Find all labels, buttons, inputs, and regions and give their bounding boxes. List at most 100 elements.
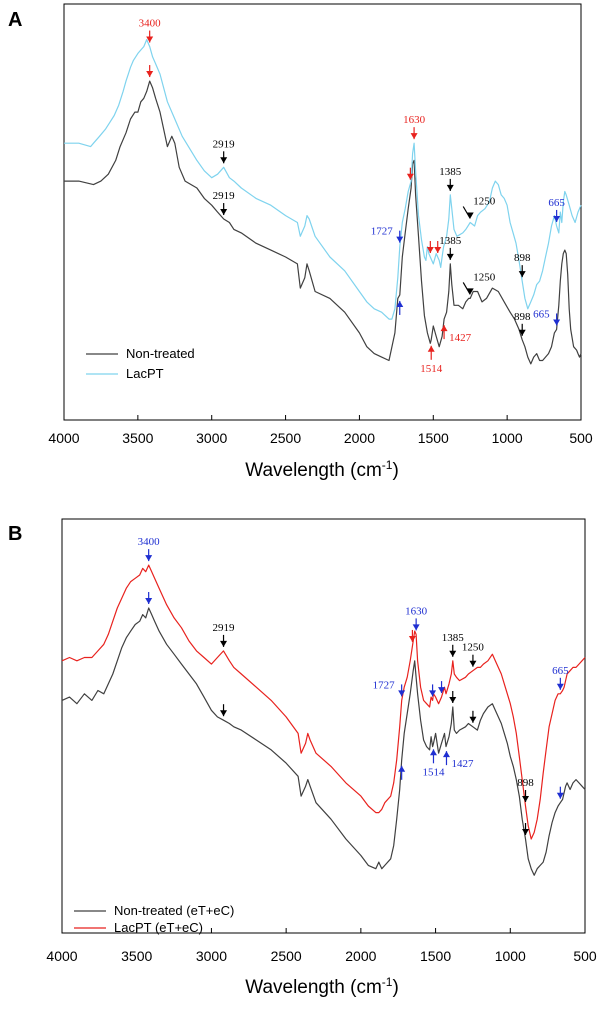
peak-annotation-a-15: 1250 <box>462 271 496 295</box>
arrow-head-icon <box>220 710 228 717</box>
arrow-head-icon <box>146 36 154 43</box>
x-tick-label-a-500: 500 <box>569 430 593 446</box>
arrow-head-icon <box>145 598 153 604</box>
peak-annotation-b-10: 1250 <box>462 642 485 667</box>
peak-label: 1727 <box>371 226 394 238</box>
peak-annotation-a-8 <box>434 241 442 253</box>
peak-label: 1385 <box>439 235 462 247</box>
legend-label-lacpt-etec: LacPT (eT+eC) <box>114 920 203 935</box>
peak-annotation-b-9: 1385 <box>442 632 465 657</box>
arrow-head-icon <box>396 236 404 243</box>
x-tick-label-a-1000: 1000 <box>492 430 523 446</box>
peak-label: 1427 <box>449 332 472 344</box>
peak-annotation-a-1 <box>146 65 154 78</box>
series-line-b-non-treated <box>61 607 586 876</box>
arrow-head-icon <box>426 247 434 253</box>
peak-annotation-a-17 <box>396 300 404 315</box>
peak-annotation-b-12: 665 <box>552 665 569 690</box>
peak-label: 1250 <box>473 196 496 208</box>
series-line-a-non-treated <box>64 80 582 365</box>
x-tick-label-b-1000: 1000 <box>495 948 526 964</box>
arrow-head-icon <box>518 271 526 278</box>
arrow-head-icon <box>466 288 474 295</box>
legend-label-non-treated: Non-treated <box>126 346 195 361</box>
arrow-head-icon <box>440 325 448 332</box>
arrow-head-icon <box>398 765 406 772</box>
arrow-head-icon <box>220 157 228 164</box>
peak-label: 1250 <box>462 642 485 654</box>
legend-a: Non-treated LacPT <box>86 346 195 381</box>
x-tick-label-b-2500: 2500 <box>271 948 302 964</box>
x-tick-label-a-4000: 4000 <box>48 430 79 446</box>
arrow-head-icon <box>442 751 450 758</box>
peak-annotation-a-10: 1250 <box>462 196 496 219</box>
peak-annotation-b-1 <box>145 592 153 604</box>
arrow-head-icon <box>408 635 416 642</box>
series-group-b <box>61 564 586 876</box>
peak-annotation-b-17 <box>398 765 406 780</box>
plot-frame-a <box>63 3 582 421</box>
x-axis-title-a: Wavelength (cm-1) <box>245 458 399 481</box>
x-tick-label-b-3000: 3000 <box>196 948 227 964</box>
peak-annotation-b-11: 898 <box>517 777 534 802</box>
peak-annotation-b-18: 1514 <box>422 749 445 778</box>
arrow-head-icon <box>412 624 420 631</box>
peak-label: 1250 <box>473 271 496 283</box>
arrow-head-icon <box>556 683 564 690</box>
arrow-head-icon <box>410 133 418 140</box>
arrow-head-icon <box>469 660 477 667</box>
series-line-a-lacpt <box>64 39 582 320</box>
peak-annotation-a-18: 1514 <box>420 345 443 375</box>
peak-annotation-b-4: 1630 <box>405 605 428 631</box>
x-tick-label-b-4000: 4000 <box>46 948 77 964</box>
peak-annotation-b-6 <box>408 629 416 642</box>
panel-letter-a: A <box>8 9 22 31</box>
series-group-a <box>64 39 582 365</box>
peak-annotation-b-5: 1727 <box>373 679 406 697</box>
x-tick-label-a-3000: 3000 <box>196 430 227 446</box>
peak-label: 3400 <box>138 536 161 548</box>
peak-label: 898 <box>514 311 531 323</box>
peak-annotation-b-15 <box>522 823 530 835</box>
x-ticks-a <box>63 415 582 420</box>
arrow-head-icon <box>146 71 154 78</box>
arrow-head-icon <box>466 212 474 219</box>
x-tick-label-b-2000: 2000 <box>345 948 376 964</box>
peak-annotation-b-2: 2919 <box>213 622 236 647</box>
panel-b: B 4000 3500 3000 2500 2000 1500 1000 500 Wavele… <box>8 518 597 998</box>
arrow-head-icon <box>518 329 526 336</box>
arrow-head-icon <box>220 209 228 216</box>
arrow-head-icon <box>438 687 446 694</box>
x-tick-label-b-3500: 3500 <box>121 948 152 964</box>
peak-annotation-a-19: 1427 <box>440 325 472 344</box>
peak-label: 2919 <box>213 138 236 150</box>
panel-a: A 4000 3500 3000 2500 2000 1500 1000 500 Wavele… <box>8 3 593 481</box>
peak-label: 898 <box>514 252 531 264</box>
arrow-head-icon <box>469 716 477 723</box>
peak-label: 2919 <box>213 622 236 634</box>
arrow-head-icon <box>556 792 564 799</box>
peak-label: 1385 <box>439 166 462 178</box>
x-tick-label-a-2500: 2500 <box>270 430 301 446</box>
x-tick-labels-a: 4000 3500 3000 2500 2000 1500 1000 500 <box>48 430 592 446</box>
peak-annotation-a-9: 1385 <box>439 166 462 191</box>
arrow-head-icon <box>449 650 457 657</box>
peak-label: 3400 <box>139 18 162 30</box>
peak-label: 1727 <box>373 679 396 691</box>
x-axis-title-b: Wavelength (cm-1) <box>245 975 399 998</box>
peak-annotation-a-0: 3400 <box>139 18 162 43</box>
peak-label: 2919 <box>213 190 236 202</box>
legend-label-lacpt: LacPT <box>126 366 164 381</box>
arrow-head-icon <box>446 253 454 260</box>
arrow-head-icon <box>406 173 414 180</box>
arrow-head-icon <box>553 319 561 326</box>
peak-annotation-b-14 <box>469 710 477 723</box>
peak-annotation-b-13 <box>449 691 457 703</box>
peak-label: 1385 <box>442 632 465 644</box>
peak-annotation-a-16: 898 <box>514 311 531 336</box>
peak-label: 1630 <box>403 114 426 126</box>
arrow-head-icon <box>396 300 404 307</box>
peak-annotation-a-6 <box>406 167 414 180</box>
